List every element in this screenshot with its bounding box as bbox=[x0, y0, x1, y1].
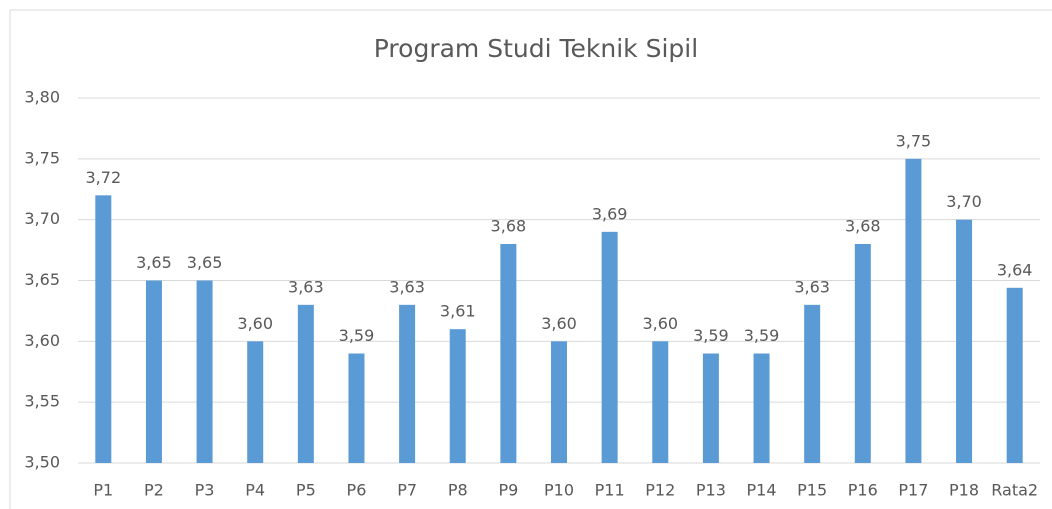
data-label: 3,59 bbox=[744, 326, 780, 345]
bar bbox=[399, 304, 416, 463]
y-tick-label: 3,80 bbox=[24, 88, 60, 107]
x-tick-label: P2 bbox=[144, 481, 164, 500]
data-label: 3,59 bbox=[693, 326, 729, 345]
data-label: 3,61 bbox=[440, 302, 476, 321]
x-tick-label: P9 bbox=[498, 481, 518, 500]
data-label: 3,65 bbox=[136, 253, 172, 272]
bar bbox=[449, 329, 466, 463]
y-tick-label: 3,55 bbox=[24, 392, 60, 411]
chart-frame bbox=[9, 9, 1052, 509]
y-tick-label: 3,65 bbox=[24, 270, 60, 289]
bar bbox=[95, 195, 112, 464]
y-tick-label: 3,50 bbox=[24, 453, 60, 472]
y-tick-label: 3,60 bbox=[24, 331, 60, 350]
data-label: 3,72 bbox=[86, 168, 122, 187]
data-label: 3,69 bbox=[592, 204, 628, 223]
data-label: 3,63 bbox=[288, 277, 324, 296]
bar bbox=[551, 341, 567, 463]
x-tick-label: P13 bbox=[696, 481, 726, 500]
data-label: 3,63 bbox=[389, 277, 425, 296]
x-tick-label: P1 bbox=[93, 481, 113, 500]
bar bbox=[652, 341, 669, 463]
x-tick-label: P12 bbox=[645, 481, 675, 500]
bar bbox=[702, 353, 719, 463]
bar bbox=[956, 219, 973, 463]
bar bbox=[247, 341, 264, 463]
x-tick-label: P3 bbox=[195, 481, 215, 500]
x-tick-label: P15 bbox=[797, 481, 827, 500]
data-label: 3,68 bbox=[845, 217, 881, 236]
data-label: 3,63 bbox=[794, 277, 830, 296]
bar bbox=[297, 304, 314, 463]
bar bbox=[601, 231, 618, 463]
data-label: 3,68 bbox=[491, 217, 527, 236]
x-tick-label: P10 bbox=[544, 481, 574, 500]
data-label: 3,65 bbox=[187, 253, 223, 272]
chart-title: Program Studi Teknik Sipil bbox=[374, 34, 698, 63]
bar bbox=[196, 280, 213, 463]
x-tick-label: P18 bbox=[949, 481, 979, 500]
bar bbox=[905, 158, 922, 464]
bar bbox=[1006, 287, 1023, 463]
y-tick-label: 3,75 bbox=[24, 148, 60, 167]
bar bbox=[854, 244, 871, 463]
x-tick-label: Rata2 bbox=[991, 481, 1038, 500]
y-tick-label: 3,70 bbox=[24, 209, 60, 228]
bar bbox=[500, 244, 517, 463]
x-tick-label: P5 bbox=[296, 481, 316, 500]
x-tick-label: P17 bbox=[898, 481, 928, 500]
bar bbox=[145, 280, 162, 463]
x-tick-label: P6 bbox=[347, 481, 367, 500]
x-tick-label: P7 bbox=[397, 481, 417, 500]
x-tick-label: P11 bbox=[595, 481, 625, 500]
data-label: 3,60 bbox=[541, 314, 577, 333]
bar bbox=[753, 353, 770, 463]
data-label: 3,60 bbox=[642, 314, 678, 333]
bar bbox=[348, 353, 365, 463]
bar bbox=[804, 304, 821, 463]
data-label: 3,70 bbox=[946, 192, 982, 211]
x-tick-label: P14 bbox=[747, 481, 777, 500]
x-tick-label: P8 bbox=[448, 481, 468, 500]
x-tick-label: P16 bbox=[848, 481, 878, 500]
data-label: 3,64 bbox=[997, 260, 1033, 279]
data-label: 3,75 bbox=[896, 131, 932, 150]
data-label: 3,59 bbox=[339, 326, 375, 345]
data-label: 3,60 bbox=[237, 314, 273, 333]
x-tick-label: P4 bbox=[245, 481, 265, 500]
